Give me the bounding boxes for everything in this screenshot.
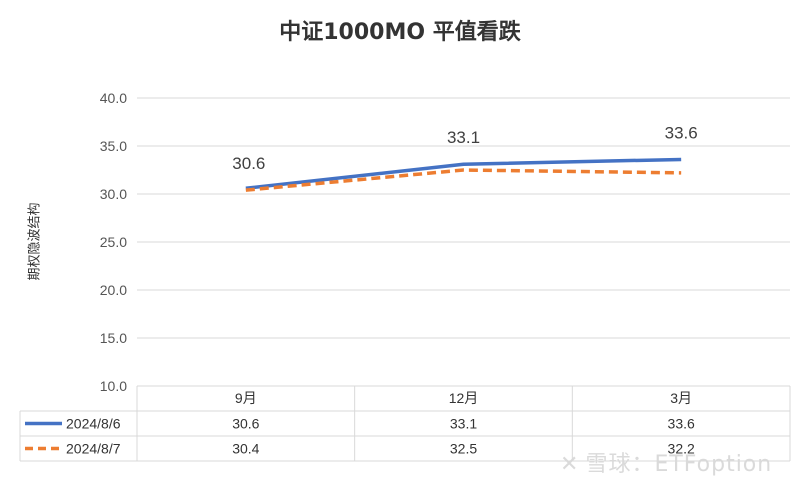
x-tick-label: 3月 [670,390,692,406]
table-cell: 33.1 [450,416,477,432]
y-tick-label: 35.0 [100,138,127,154]
data-label: 30.6 [232,154,265,173]
watermark: ✕ 雪球：ETFoption [560,446,772,478]
y-tick-label: 25.0 [100,234,127,250]
y-tick-label: 10.0 [100,378,127,394]
y-tick-label: 15.0 [100,330,127,346]
y-tick-label: 40.0 [100,90,127,106]
legend-label: 2024/8/6 [66,416,121,432]
table-cell: 30.6 [232,416,259,432]
data-label: 33.1 [447,128,480,147]
table-cell: 30.4 [232,441,259,457]
table-cell: 33.6 [668,416,695,432]
x-tick-label: 9月 [235,390,257,406]
y-tick-label: 30.0 [100,186,127,202]
chart-title: 中证1000MO 平值看跌 [279,20,521,45]
series-line-2 [245,168,682,192]
legend-label: 2024/8/7 [66,441,121,457]
table-cell: 32.5 [450,441,477,457]
data-label: 33.6 [665,123,698,142]
x-tick-label: 12月 [449,390,479,406]
table-cell: 32.2 [668,441,695,457]
watermark-text: 雪球：ETFoption [585,452,773,477]
series-line-1 [245,157,682,190]
y-tick-label: 20.0 [100,282,127,298]
snowball-logo-icon: ✕ [560,452,580,477]
